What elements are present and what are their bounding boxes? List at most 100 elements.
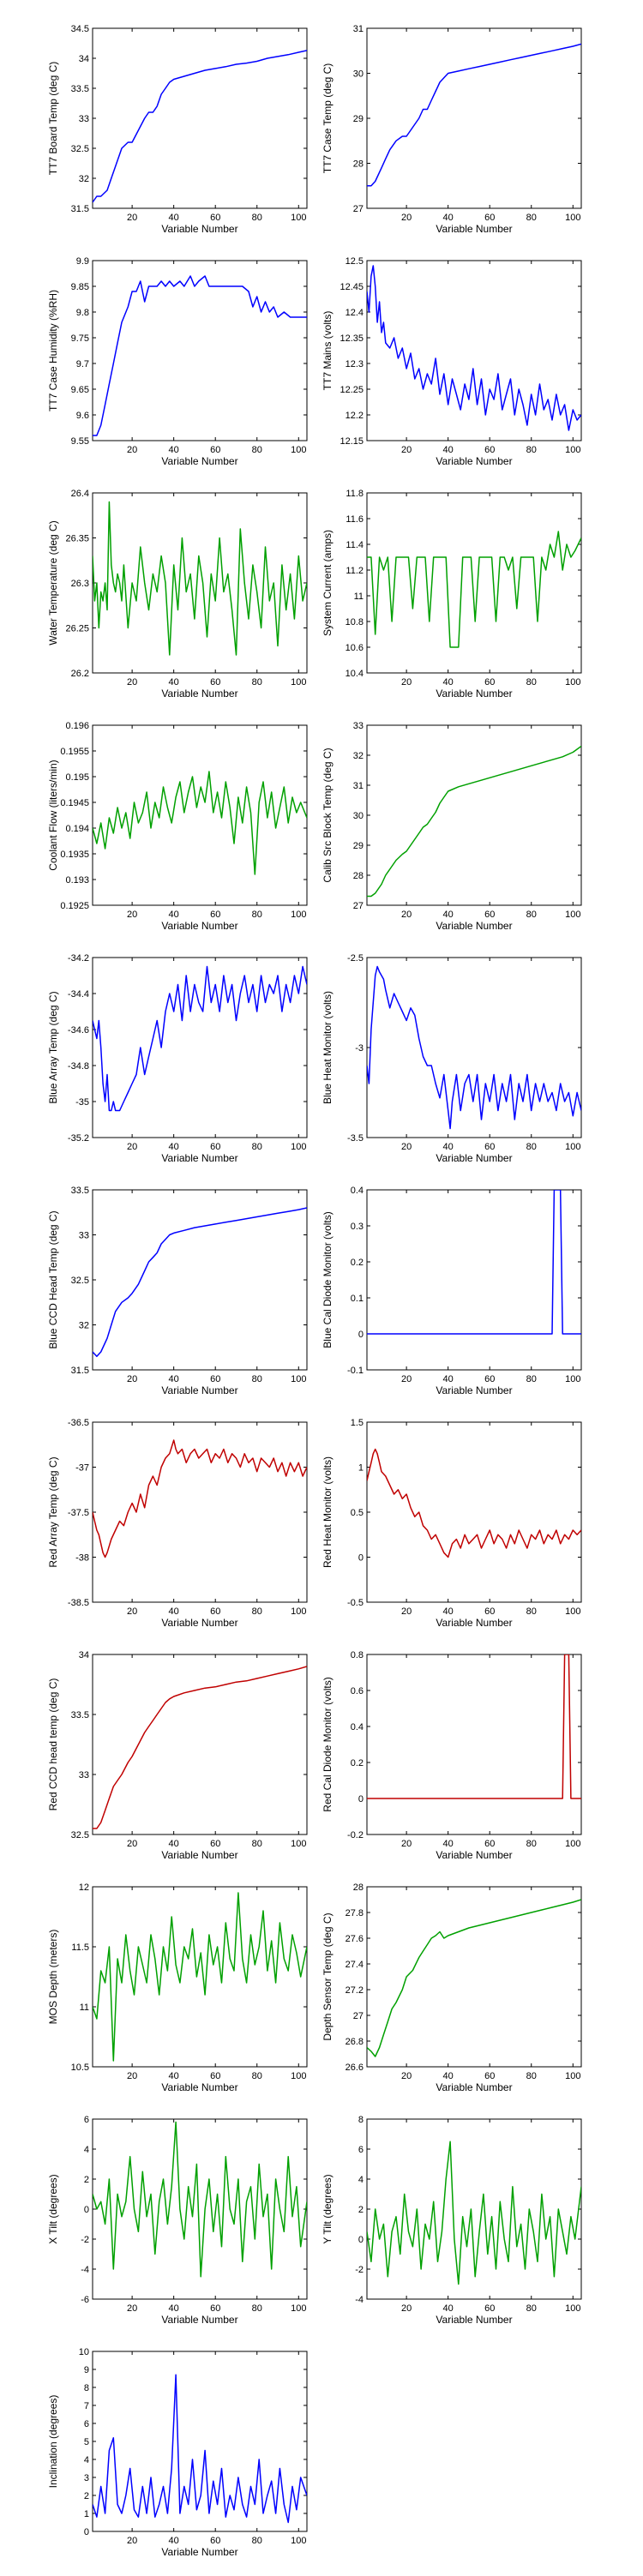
x-tick-label: 40: [169, 1374, 179, 1384]
x-axis-label: Variable Number: [161, 1384, 237, 1396]
x-tick-label: 60: [210, 2536, 220, 2546]
x-tick-label: 20: [127, 1374, 137, 1384]
y-axis-label: System Current (amps): [322, 530, 334, 636]
x-tick-label: 40: [169, 910, 179, 920]
chart-panel-18: 20 40 60 80 100 -6 -4 -2 0 2 4 6 Variable Number X Ti…: [47, 2115, 308, 2326]
y-tick-label: 11: [80, 2003, 89, 2013]
y-tick-label: 0.4: [351, 1186, 364, 1196]
y-tick-label: 8: [84, 2383, 89, 2393]
x-tick-label: 60: [210, 445, 220, 455]
x-tick-label: 80: [252, 1374, 262, 1384]
x-tick-label: 40: [169, 2536, 179, 2546]
plot-area: [366, 260, 582, 441]
chart-panel-15: 20 40 60 80 100 -0.2 0 0.2 0.4 0.6 0.8 Variable Num…: [322, 1650, 582, 1861]
x-axis-label: Variable Number: [161, 1617, 237, 1629]
x-tick-label: 60: [484, 1606, 495, 1617]
x-tick-label: 40: [169, 2071, 179, 2081]
y-tick-label: 1: [358, 1463, 364, 1474]
plot-area: [366, 1189, 582, 1371]
x-tick-label: 100: [291, 1142, 306, 1152]
y-tick-label: 12.45: [340, 282, 364, 292]
series-line: [367, 265, 581, 431]
y-tick-label: -37: [75, 1463, 89, 1474]
series-line: [93, 50, 307, 203]
x-tick-label: 80: [252, 2071, 262, 2081]
y-axis-label: Red Cal Diode Monitor (volts): [322, 1677, 334, 1811]
x-tick-label: 20: [401, 1839, 412, 1849]
x-tick-label: 40: [169, 1142, 179, 1152]
y-axis-label: Blue Array Temp (deg C): [47, 991, 59, 1103]
x-tick-label: 60: [484, 1374, 495, 1384]
x-tick-label: 80: [252, 445, 262, 455]
x-axis-label: Variable Number: [161, 455, 237, 467]
x-tick-label: 100: [291, 2536, 306, 2546]
series-line: [93, 1439, 307, 1558]
plot-area: [92, 1654, 308, 1835]
y-axis-label: MOS Depth (meters): [47, 1930, 59, 2025]
x-tick-label: 60: [484, 1142, 495, 1152]
x-tick-label: 40: [443, 1606, 454, 1617]
y-tick-label: -0.2: [347, 1830, 364, 1840]
x-tick-label: 100: [291, 1374, 306, 1384]
y-tick-label: 32.5: [71, 1830, 89, 1840]
x-tick-label: 60: [210, 677, 220, 688]
x-tick-label: 40: [443, 213, 454, 223]
series-line: [367, 1899, 581, 2057]
y-tick-label: 11.2: [346, 566, 364, 576]
x-tick-label: 20: [401, 1606, 412, 1617]
y-tick-label: 26.6: [346, 2063, 364, 2073]
x-axis-label: Variable Number: [436, 223, 512, 235]
x-tick-label: 60: [484, 445, 495, 455]
x-tick-label: 20: [127, 1142, 137, 1152]
plot-area: [92, 1421, 308, 1603]
x-tick-label: 40: [169, 2303, 179, 2314]
y-tick-label: 11.5: [71, 1943, 89, 1953]
y-tick-label: -2: [81, 2235, 89, 2245]
x-tick-label: 100: [565, 1374, 580, 1384]
y-tick-label: 0.1935: [60, 850, 89, 860]
x-tick-label: 40: [443, 1374, 454, 1384]
x-tick-label: 80: [252, 1142, 262, 1152]
plot-area: [92, 724, 308, 906]
y-tick-label: 0.195: [65, 772, 89, 783]
series-line: [367, 43, 581, 187]
y-tick-label: -34.8: [68, 1061, 89, 1072]
x-tick-label: 100: [565, 1606, 580, 1617]
plot-area: [366, 957, 582, 1138]
y-tick-label: 31.5: [71, 204, 89, 214]
x-tick-label: 100: [291, 910, 306, 920]
y-tick-label: 26.8: [346, 2037, 364, 2047]
y-axis-label: Y Tilt (degrees): [322, 2174, 334, 2243]
y-tick-label: 10.6: [346, 643, 364, 653]
x-tick-label: 20: [401, 910, 412, 920]
x-tick-label: 100: [291, 2071, 306, 2081]
y-tick-label: 33: [353, 721, 364, 731]
y-tick-label: 11: [354, 591, 364, 602]
y-tick-label: 0.6: [351, 1686, 364, 1696]
y-tick-label: 10.8: [346, 617, 364, 627]
x-axis-label: Variable Number: [161, 920, 237, 932]
chart-panel-5: 20 40 60 80 100 10.4 10.6 10.8 11 11.2 11.4 11.6 11.…: [322, 489, 582, 700]
y-tick-label: 0: [358, 2235, 364, 2245]
y-tick-label: 8: [358, 2115, 364, 2125]
x-tick-label: 20: [401, 2303, 412, 2314]
x-tick-label: 100: [291, 445, 306, 455]
series-line: [367, 2141, 581, 2285]
y-tick-label: 0.8: [351, 1650, 364, 1660]
series-line: [93, 1892, 307, 2062]
y-tick-label: 12.35: [340, 333, 364, 344]
plot-area: [92, 957, 308, 1138]
y-axis-label: Red Array Temp (deg C): [47, 1456, 59, 1567]
y-tick-label: 33: [79, 1231, 89, 1241]
y-tick-label: 12: [79, 1882, 89, 1893]
x-tick-label: 100: [565, 1839, 580, 1849]
y-tick-label: 30: [353, 811, 364, 821]
y-tick-label: 28: [353, 159, 364, 170]
y-tick-label: 27: [353, 204, 364, 214]
x-axis-label: Variable Number: [161, 223, 237, 235]
x-tick-label: 100: [565, 445, 580, 455]
y-tick-label: 33.5: [71, 1186, 89, 1196]
x-axis-label: Variable Number: [161, 2081, 237, 2093]
y-tick-label: 27.6: [346, 1934, 364, 1944]
y-tick-label: 5: [84, 2437, 89, 2447]
